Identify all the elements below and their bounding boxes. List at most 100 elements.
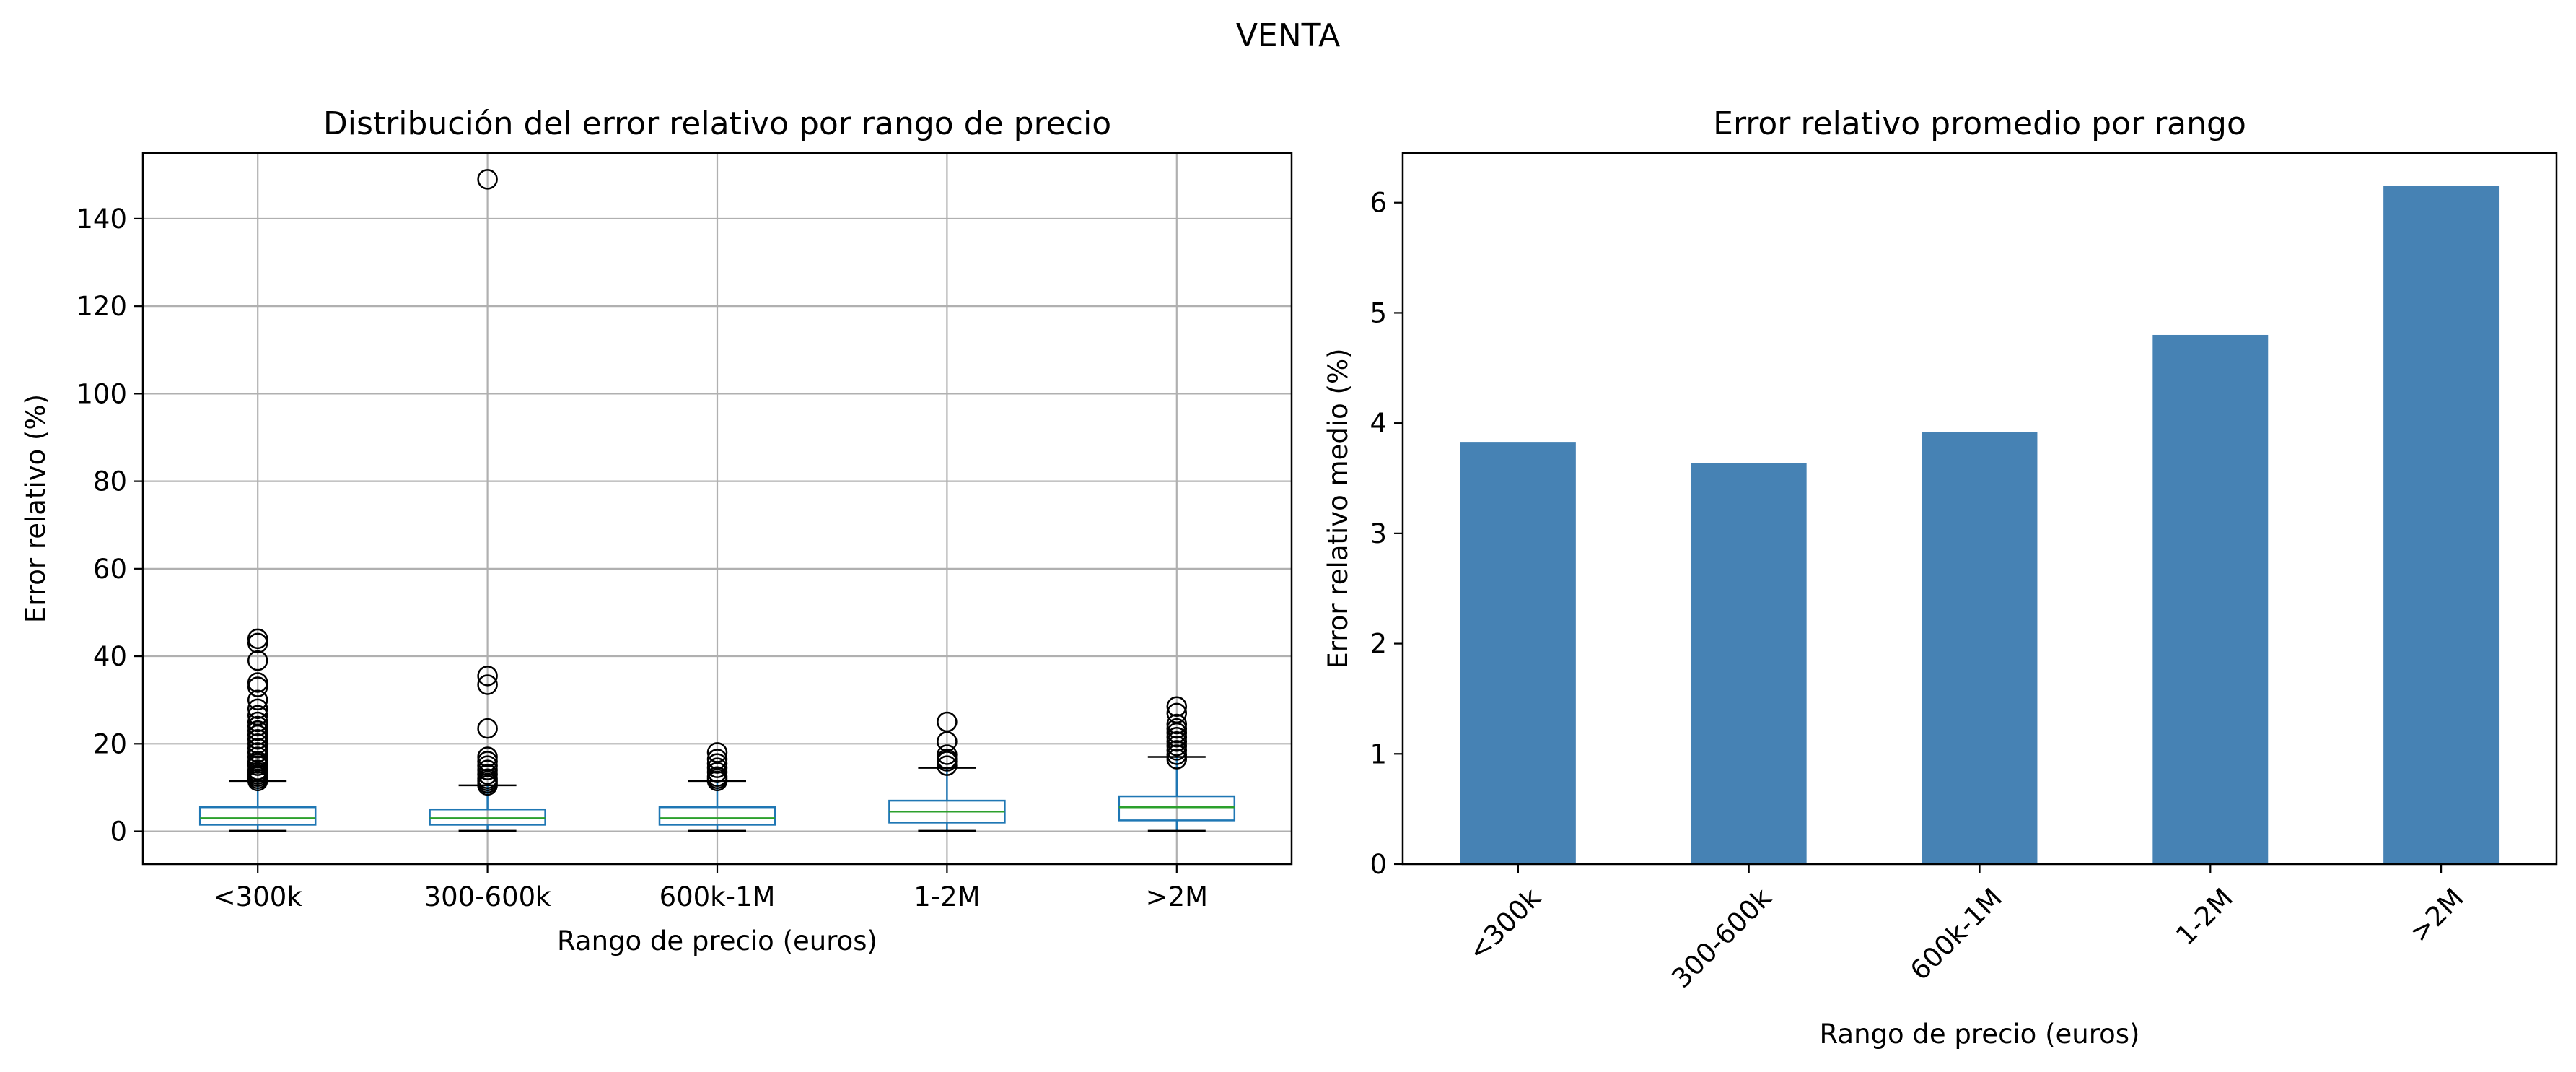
outlier-point — [477, 768, 498, 790]
iqr-box — [429, 808, 546, 826]
outlier-point — [247, 720, 268, 741]
y-tick-label-140: 140 — [76, 204, 127, 235]
outlier-point — [247, 698, 268, 720]
outlier-point — [1166, 726, 1188, 748]
box-1-2m — [888, 711, 1006, 832]
outlier-point — [706, 757, 728, 778]
barchart-x-axis-label: Rango de precio (euros) — [1820, 1019, 2140, 1050]
figure-suptitle: VENTA — [1236, 17, 1340, 54]
y-tick-label-5: 5 — [1370, 297, 1387, 328]
outlier-point — [477, 759, 498, 780]
outlier-point — [477, 169, 498, 190]
y-tick-label-100: 100 — [76, 378, 127, 409]
box-300-600k — [429, 169, 546, 832]
outlier-point — [706, 753, 728, 774]
outlier-point — [247, 711, 268, 733]
outlier-point — [937, 749, 958, 770]
iqr-box — [198, 806, 317, 826]
outlier-point — [706, 742, 728, 763]
outlier-point — [247, 728, 268, 750]
outlier-point — [247, 689, 268, 710]
outlier-point — [247, 676, 268, 697]
outlier-point — [937, 755, 958, 776]
iqr-box — [658, 806, 776, 826]
y-tick-label-4: 4 — [1370, 408, 1387, 439]
bar-300-600k — [1691, 463, 1807, 864]
outlier-point — [706, 766, 728, 788]
x-tick-label-300-600k: 300-600k — [424, 881, 552, 912]
boxplot-marks — [198, 169, 1236, 832]
y-tick-label-60: 60 — [93, 554, 127, 585]
outlier-point — [247, 632, 268, 654]
outlier-point — [247, 705, 268, 726]
outlier-point — [1166, 740, 1188, 761]
outlier-point — [247, 759, 268, 780]
box-2m — [1118, 696, 1236, 832]
outlier-point — [706, 762, 728, 783]
y-tick-label-1: 1 — [1370, 738, 1387, 770]
outlier-point — [1166, 736, 1188, 757]
y-tick-label-3: 3 — [1370, 518, 1387, 549]
y-tick-label-20: 20 — [93, 728, 127, 759]
outlier-point — [477, 666, 498, 687]
bar-1-2m — [2152, 334, 2269, 864]
bar-300k — [1460, 442, 1576, 864]
outlier-point — [1166, 731, 1188, 752]
y-tick-label-0: 0 — [110, 816, 127, 847]
barchart-bars — [1460, 186, 2500, 864]
x-tick-label-2m: >2M — [1146, 881, 1208, 912]
y-tick-label-0: 0 — [1370, 849, 1387, 880]
outlier-point — [1166, 702, 1188, 724]
outlier-point — [477, 751, 498, 772]
iqr-box — [1118, 795, 1236, 822]
outlier-point — [247, 738, 268, 759]
outlier-point — [247, 751, 268, 772]
outlier-point — [247, 742, 268, 763]
outlier-point — [937, 744, 958, 765]
boxplot-x-ticks: <300k 300-600k 600k-1M 1-2M >2M — [214, 864, 1208, 912]
outlier-point — [247, 733, 268, 754]
bar-2m — [2383, 186, 2500, 864]
outlier-point — [1166, 718, 1188, 739]
barchart-y-ticks: 0 1 2 3 4 5 6 — [1370, 188, 1403, 880]
outlier-point — [937, 731, 958, 752]
outlier-point — [1166, 696, 1188, 718]
outlier-point — [477, 718, 498, 739]
outlier-point — [247, 724, 268, 746]
y-tick-label-2: 2 — [1370, 629, 1387, 660]
outlier-point — [477, 746, 498, 767]
outlier-point — [477, 674, 498, 695]
outlier-point — [1166, 744, 1188, 765]
outlier-point — [247, 650, 268, 671]
outlier-point — [706, 749, 728, 770]
boxplot-x-axis-label: Rango de precio (euros) — [557, 925, 877, 956]
outlier-point — [1166, 749, 1188, 770]
outlier-point — [937, 711, 958, 733]
outlier-point — [247, 746, 268, 767]
x-tick-label-300k: <300k — [214, 881, 303, 912]
y-tick-label-40: 40 — [93, 641, 127, 672]
x-tick-label-600k-1m: 600k-1M — [660, 881, 776, 912]
box-300k — [198, 628, 317, 832]
x-tick-label-1-2m: 1-2M — [914, 881, 980, 912]
barchart-y-axis-label: Error relativo medio (%) — [1323, 348, 1354, 668]
outlier-point — [1166, 713, 1188, 735]
boxplot-panel: 0 20 40 60 80 100 120 140 <300k 300-600k 600k-1M 1… — [20, 105, 1293, 956]
outlier-point — [1166, 722, 1188, 744]
outlier-point — [247, 715, 268, 737]
box-600k-1m — [658, 742, 776, 832]
outlier-point — [477, 764, 498, 785]
boxplot-y-axis-label: Error relativo (%) — [20, 394, 51, 623]
outlier-point — [247, 628, 268, 650]
y-tick-label-80: 80 — [93, 466, 127, 497]
boxplot-y-ticks: 0 20 40 60 80 100 120 140 — [76, 204, 143, 847]
outlier-point — [247, 672, 268, 693]
y-tick-label-6: 6 — [1370, 188, 1387, 219]
boxplot-title: Distribución del error relativo por rang… — [323, 105, 1111, 142]
barchart-title: Error relativo promedio por rango — [1713, 105, 2246, 142]
bar-600k-1m — [1922, 432, 2038, 864]
y-tick-label-120: 120 — [76, 291, 127, 322]
outlier-point — [477, 755, 498, 776]
